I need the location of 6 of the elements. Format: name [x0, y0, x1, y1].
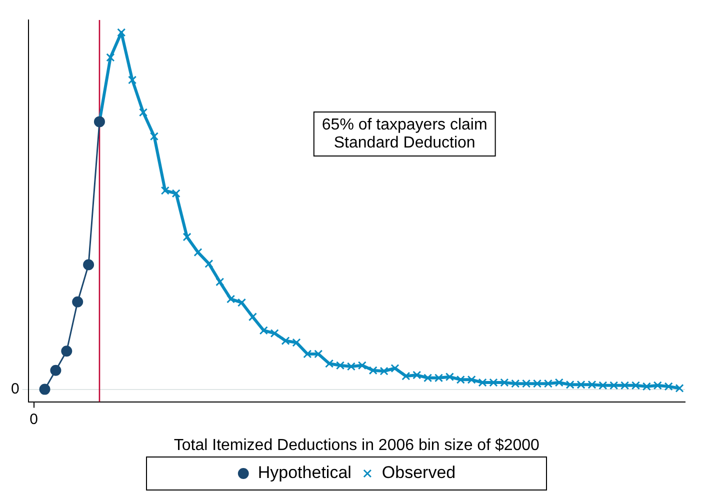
x-axis-title: Total Itemized Deductions in 2006 bin size of $2000	[174, 436, 540, 454]
annotation: 65% of taxpayers claim Standard Deduction	[322, 116, 488, 152]
legend-label: Observed	[382, 463, 456, 482]
text: 0	[11, 380, 20, 398]
text: 0	[30, 410, 38, 428]
legend-label: Hypothetical	[258, 463, 352, 482]
